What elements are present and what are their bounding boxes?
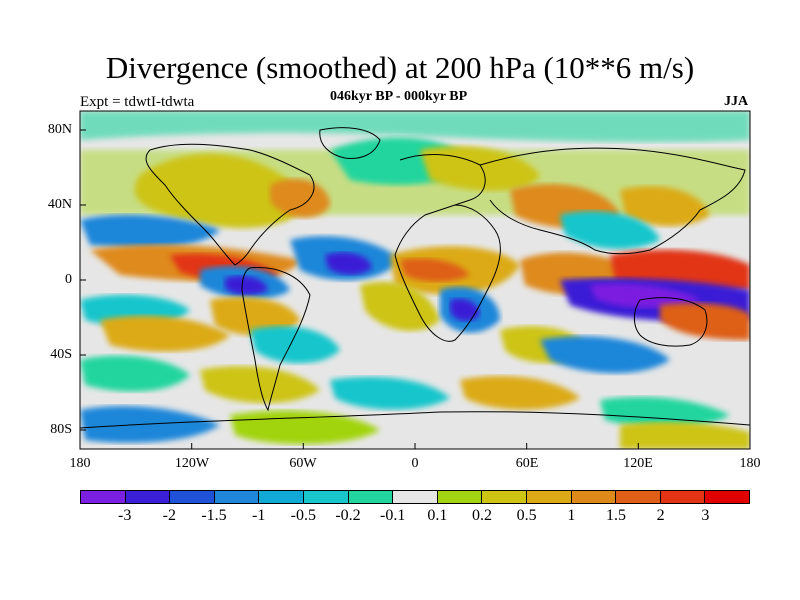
colorbar-label: -0.1 [379, 507, 406, 524]
colorbar-swatch [259, 491, 304, 503]
colorbar-swatch [705, 491, 749, 503]
lon-label-60w: 60W [289, 456, 317, 471]
coastlines [80, 127, 750, 429]
colorbar-label: -2 [162, 507, 176, 524]
map-subtitle: 046kyr BP - 000kyr BP [330, 89, 468, 104]
colorbar-swatch [571, 491, 617, 503]
lon-label-0: 0 [411, 456, 419, 471]
lon-label-180e: 180 [739, 456, 761, 471]
lon-label-180w: 180 [69, 456, 91, 471]
lat-label-40n: 40N [47, 197, 72, 212]
lon-label-60e: 60E [515, 456, 539, 471]
lon-label-120e: 120E [623, 456, 653, 471]
colorbar-label: 2 [656, 507, 665, 524]
lat-label-80n: 80N [47, 122, 72, 137]
colorbar-label: -0.5 [290, 507, 316, 524]
colorbar-swatch [482, 491, 527, 503]
colorbar-swatch [214, 491, 260, 503]
colorbar-label: 3 [701, 507, 710, 524]
lat-label-80s: 80S [50, 422, 72, 437]
colorbar-swatch [660, 491, 706, 503]
colorbar-label: 0.1 [427, 507, 448, 524]
colorbar-label: 1.5 [606, 507, 626, 524]
colorbar-label: -1 [251, 507, 266, 524]
colorbar-label: -1.5 [201, 507, 227, 524]
lat-label-0: 0 [65, 272, 72, 287]
colorbar [80, 490, 750, 504]
colorbar-swatch [170, 491, 215, 503]
colorbar-label: 1 [567, 507, 576, 524]
experiment-label: Expt = tdwtI-tdwta [80, 94, 195, 110]
colorbar-swatch [303, 491, 349, 503]
colorbar-swatch [526, 491, 572, 503]
colorbar-label: 0.2 [472, 507, 492, 524]
colorbar-swatch [125, 491, 171, 503]
colorbar-label: -0.2 [335, 507, 361, 524]
colorbar-label: -3 [117, 507, 132, 524]
colorbar-label: 0.5 [516, 507, 537, 524]
colorbar-swatch [616, 491, 661, 503]
contour-field [80, 111, 750, 449]
colorbar-swatch [81, 491, 126, 503]
colorbar-swatch [393, 491, 438, 503]
season-label: JJA [724, 94, 749, 109]
colorbar-swatch [348, 491, 394, 503]
map-title: Divergence (smoothed) at 200 hPa (10**6 … [105, 50, 695, 85]
colorbar-swatch [437, 491, 483, 503]
lat-label-40s: 40S [50, 347, 72, 362]
axis-ticks [79, 129, 751, 449]
lon-label-120w: 120W [174, 456, 210, 471]
